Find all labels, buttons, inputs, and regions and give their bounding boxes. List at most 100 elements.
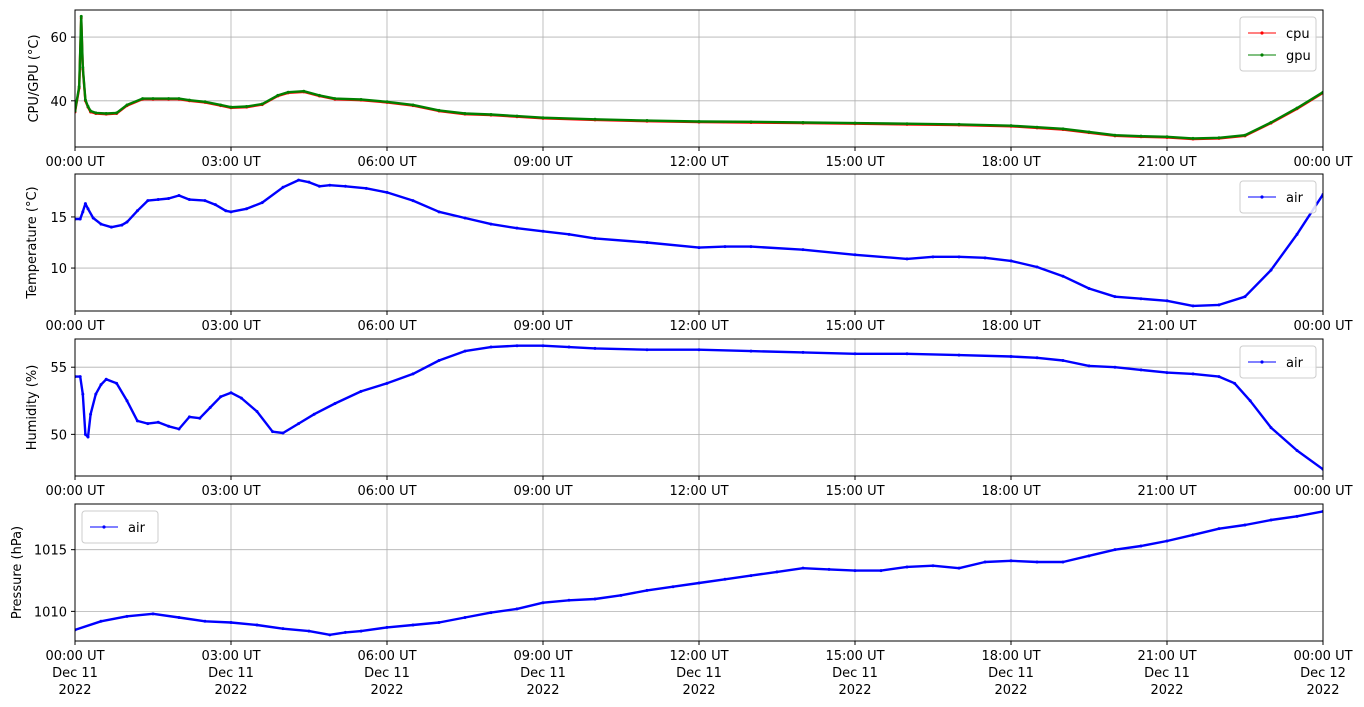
data-point-air (957, 255, 961, 259)
x-tick-label: 03:00 UT (201, 155, 260, 170)
x-tick-label: 12:00 UT (669, 649, 728, 664)
data-point-air (1009, 559, 1013, 563)
data-point-air (463, 616, 467, 620)
data-point-gpu (1061, 127, 1065, 131)
data-point-air (1217, 303, 1221, 307)
data-point-air (307, 180, 311, 184)
y-tick-label: 50 (50, 428, 67, 443)
data-point-air (801, 566, 805, 570)
x-tick-label: 15:00 UT (825, 319, 884, 334)
y-axis-label: Humidity (%) (25, 365, 40, 451)
x-tick-year-label: 2022 (1306, 683, 1339, 698)
y-axis-label: Pressure (hPa) (10, 526, 25, 619)
legend-marker-gpu (1260, 53, 1264, 57)
y-tick-label: 10 (50, 262, 67, 277)
data-point-air (78, 375, 82, 379)
legend-label-gpu: gpu (1286, 49, 1311, 64)
data-point-air (208, 406, 212, 409)
data-point-air (1243, 523, 1247, 527)
data-point-air (463, 216, 467, 220)
data-point-air (146, 422, 150, 426)
x-tick-label: 06:00 UT (357, 155, 416, 170)
data-point-air (1009, 259, 1013, 263)
data-point-air (245, 207, 249, 211)
data-point-air (99, 619, 103, 623)
data-point-air (1035, 560, 1039, 564)
data-point-gpu (957, 122, 961, 126)
data-point-air (177, 427, 181, 431)
subplot-1: 40 60 CPU/GPU (°C) 00:00 UT 03:00 UT 06:00 UT… (27, 9, 1353, 170)
data-point-air (723, 245, 727, 249)
legend-label-cpu: cpu (1286, 27, 1310, 42)
data-point-air (853, 253, 857, 257)
data-point-air (203, 619, 207, 623)
data-point-air (385, 625, 389, 629)
x-tick-label: 12:00 UT (669, 155, 728, 170)
data-point-air (94, 392, 98, 396)
data-point-air (541, 344, 545, 348)
legend-marker-air (102, 525, 106, 529)
data-point-air (229, 210, 233, 214)
data-point-air (255, 410, 259, 414)
data-point-air (619, 593, 623, 597)
data-point-gpu (359, 98, 363, 102)
data-point-gpu (1009, 124, 1013, 128)
data-point-air (151, 612, 155, 616)
x-tick-year-label: 2022 (838, 683, 871, 698)
x-tick-label: 12:00 UT (669, 319, 728, 334)
legend-box (1239, 180, 1317, 214)
data-point-air (99, 222, 103, 226)
legend-marker-air (1260, 195, 1264, 199)
data-point-air (81, 210, 85, 214)
data-point-air (697, 348, 701, 352)
data-point-air (749, 574, 753, 578)
legend: cpu gpu (1239, 16, 1317, 72)
data-point-air (198, 416, 202, 420)
x-tick-year-label: 2022 (526, 683, 559, 698)
data-point-air (167, 424, 171, 428)
data-point-air (260, 201, 264, 205)
legend-box (1239, 345, 1317, 379)
data-point-air (1248, 399, 1252, 403)
data-point-gpu (1113, 133, 1117, 137)
x-tick-label: 12:00 UT (669, 484, 728, 499)
data-point-air (104, 377, 108, 381)
data-point-gpu (219, 103, 223, 107)
x-tick-label: 03:00 UT (201, 319, 260, 334)
data-point-gpu (81, 65, 85, 69)
x-tick-date-label: Dec 12 (1300, 666, 1346, 681)
x-tick-label: 15:00 UT (825, 484, 884, 499)
data-point-air (1035, 265, 1039, 269)
data-point-air (328, 183, 332, 187)
y-tick-label: 15 (50, 211, 67, 226)
x-tick-label: 06:00 UT (357, 319, 416, 334)
y-tick-label: 1010 (34, 605, 67, 620)
data-point-air (593, 597, 597, 601)
subplot-3: 50 55 Humidity (%) 00:00 UT 03:00 UT 06:00 UT… (25, 338, 1353, 499)
x-tick-label: 03:00 UT (201, 649, 260, 664)
x-tick-date-label: Dec 11 (1144, 666, 1190, 681)
legend-label-air: air (1286, 356, 1304, 371)
x-tick-label: 18:00 UT (981, 319, 1040, 334)
data-point-air (1269, 426, 1273, 430)
x-tick-label: 18:00 UT (981, 155, 1040, 170)
data-point-air (1191, 533, 1195, 537)
x-tick-year-label: 2022 (1150, 683, 1183, 698)
data-point-gpu (302, 89, 306, 93)
x-tick-date-label: Dec 11 (676, 666, 722, 681)
data-point-air (645, 348, 649, 352)
x-tick-date-label: Dec 11 (520, 666, 566, 681)
y-tick-label: 40 (50, 95, 67, 110)
data-point-air (125, 399, 129, 403)
x-tick-date-label: Dec 11 (988, 666, 1034, 681)
data-point-air (437, 620, 441, 624)
data-point-air (219, 395, 223, 399)
data-point-air (333, 401, 337, 405)
x-tick-label: 00:00 UT (1293, 649, 1352, 664)
data-point-air (931, 564, 935, 568)
x-tick-label: 21:00 UT (1137, 484, 1196, 499)
data-point-air (1139, 368, 1143, 372)
data-point-air (120, 223, 124, 227)
x-tick-label: 00:00 UT (45, 649, 104, 664)
